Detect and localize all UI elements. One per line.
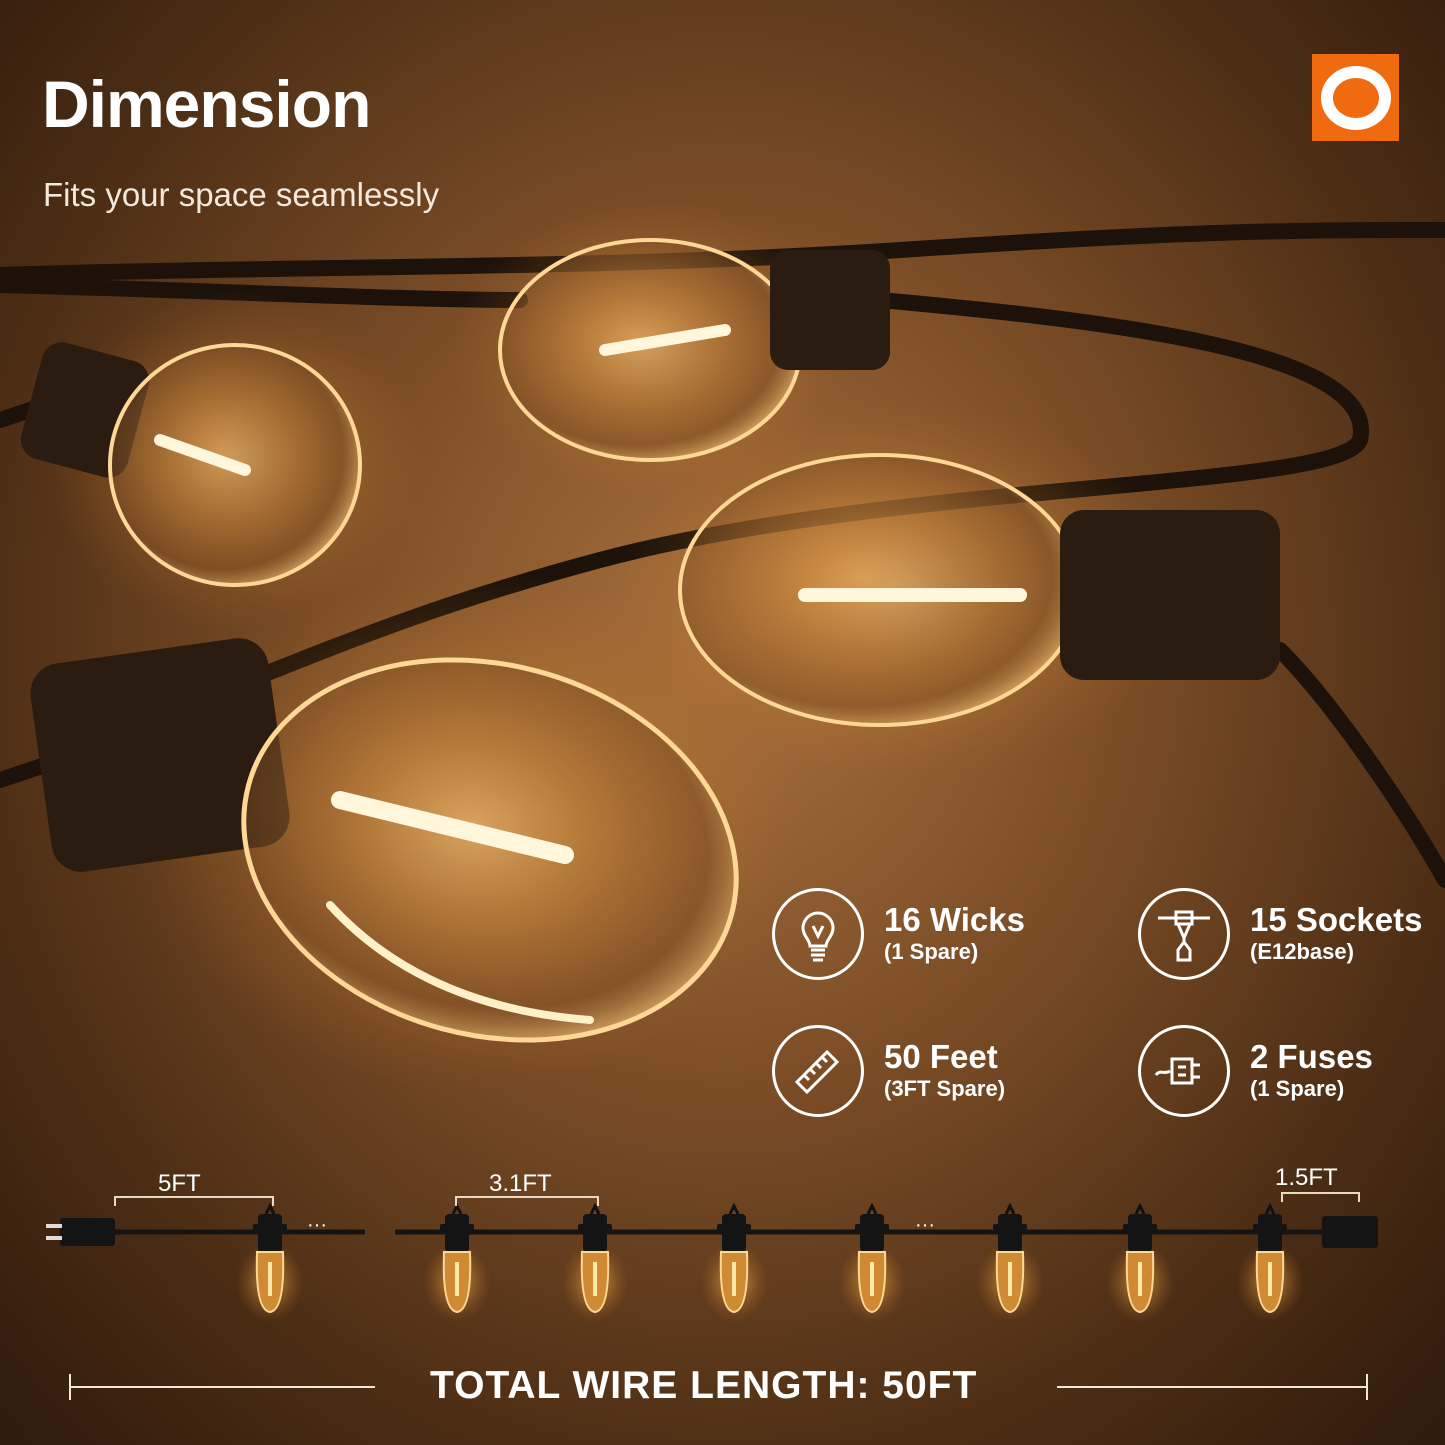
spec-fuses: 2 Fuses (1 Spare) bbox=[1138, 1025, 1373, 1117]
fuse-plug-icon bbox=[1138, 1025, 1230, 1117]
end-connector bbox=[1322, 1216, 1378, 1248]
mini-bulb bbox=[236, 1202, 304, 1322]
mini-bulb bbox=[976, 1202, 1044, 1322]
plug bbox=[60, 1218, 115, 1246]
mini-bulb bbox=[561, 1202, 629, 1322]
spacing-bracket bbox=[455, 1196, 599, 1206]
mini-bulb bbox=[1106, 1202, 1174, 1322]
spacing-label: 3.1FT bbox=[489, 1170, 552, 1197]
total-wire-length: TOTAL WIRE LENGTH: 50FT bbox=[430, 1364, 978, 1407]
total-length-line-right bbox=[1057, 1386, 1367, 1388]
ellipsis: ··· bbox=[307, 1214, 327, 1236]
socket-icon bbox=[1138, 888, 1230, 980]
page-title: Dimension bbox=[42, 67, 371, 141]
mini-bulb bbox=[838, 1202, 906, 1322]
tail-length-bracket bbox=[1281, 1192, 1360, 1202]
total-length-line-left bbox=[70, 1386, 375, 1388]
brand-logo bbox=[1312, 54, 1399, 141]
total-length-tick bbox=[1366, 1374, 1368, 1400]
bulb bbox=[20, 290, 425, 630]
tail-length-label: 1.5FT bbox=[1275, 1164, 1338, 1191]
total-length-tick bbox=[69, 1374, 71, 1400]
light-bulb-icon bbox=[772, 888, 864, 980]
ellipsis: ··· bbox=[915, 1214, 935, 1236]
mini-bulb bbox=[1236, 1202, 1304, 1322]
mini-bulb bbox=[700, 1202, 768, 1322]
page-subtitle: Fits your space seamlessly bbox=[43, 176, 440, 213]
spec-length: 50 Feet (3FT Spare) bbox=[772, 1025, 1005, 1117]
mini-bulb bbox=[423, 1202, 491, 1322]
lead-length-bracket bbox=[114, 1196, 274, 1206]
spec-wicks: 16 Wicks (1 Spare) bbox=[772, 888, 1025, 980]
string-diagram bbox=[46, 1202, 1378, 1322]
lead-length-label: 5FT bbox=[158, 1170, 201, 1197]
ruler-icon bbox=[772, 1025, 864, 1117]
spec-sockets: 15 Sockets (E12base) bbox=[1138, 888, 1422, 980]
